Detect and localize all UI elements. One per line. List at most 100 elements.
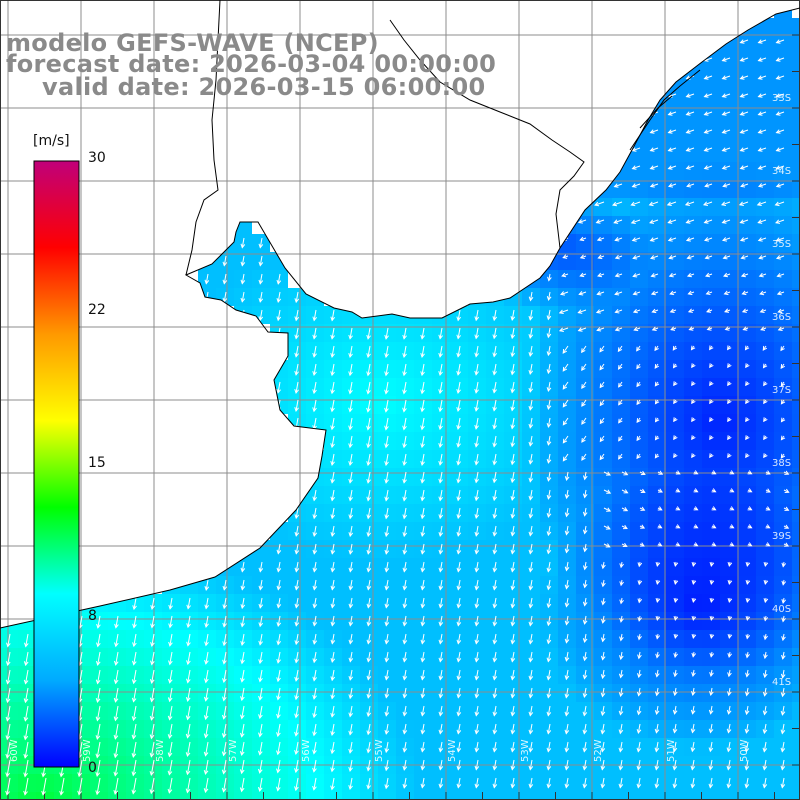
wind-cell [648, 270, 666, 288]
wind-arrow [258, 705, 263, 720]
wind-cell [720, 288, 738, 306]
wind-arrow [579, 254, 587, 259]
wind-arrow [258, 669, 263, 683]
wind-arrow [510, 705, 516, 717]
wind-cell [612, 180, 630, 198]
wind-arrow [690, 759, 696, 771]
wind-arrow [691, 633, 697, 639]
wind-cell [576, 306, 594, 324]
wind-arrow [618, 705, 624, 716]
wind-arrow [384, 507, 390, 520]
wind-arrow [691, 561, 697, 567]
wind-arrow [763, 381, 768, 387]
wind-cell [522, 792, 540, 800]
wind-arrow [672, 345, 678, 351]
wind-arrow [564, 669, 570, 681]
wind-cell [756, 144, 774, 162]
wind-arrow [366, 327, 371, 340]
wind-arrow [420, 723, 426, 735]
wind-cell [738, 450, 756, 468]
wind-arrow [113, 759, 119, 777]
wind-arrow [763, 579, 769, 585]
wind-arrow [649, 183, 659, 188]
wind-arrow [775, 57, 785, 62]
wind-arrow [637, 597, 643, 604]
wind-arrow [149, 741, 155, 758]
wind-arrow [618, 651, 624, 661]
wind-cell [792, 270, 800, 288]
wind-cell [666, 378, 684, 396]
wind-arrow [745, 579, 751, 585]
wind-cell [738, 324, 756, 342]
wind-arrow [474, 651, 480, 663]
wind-arrow [294, 291, 300, 304]
wind-arrow [312, 525, 318, 537]
wind-cell [756, 270, 774, 288]
wind-cell [720, 504, 738, 522]
wind-arrow [582, 723, 588, 735]
wind-arrow [726, 741, 732, 753]
wind-cell [702, 162, 720, 180]
wind-arrow [330, 777, 335, 791]
wind-arrow [23, 777, 29, 796]
wind-arrow [276, 723, 281, 738]
wind-arrow [727, 669, 732, 678]
lon-label: 58W [155, 739, 166, 762]
wind-cell [648, 792, 666, 800]
wind-arrow [95, 759, 101, 777]
wind-arrow [618, 381, 623, 388]
wind-arrow [528, 507, 534, 519]
wind-cell [0, 792, 18, 800]
wind-arrow [420, 381, 425, 395]
wind-arrow [632, 273, 641, 278]
wind-arrow [685, 219, 695, 224]
wind-arrow [113, 741, 119, 759]
wind-arrow [673, 579, 679, 585]
wind-arrow [654, 453, 660, 459]
wind-arrow [384, 579, 390, 591]
lat-label: 39S [772, 531, 792, 542]
wind-arrow [420, 327, 425, 340]
wind-arrow [711, 470, 717, 475]
wind-cell [774, 252, 792, 270]
wind-arrow [474, 741, 480, 753]
wind-arrow [672, 687, 678, 697]
wind-arrow [528, 525, 534, 537]
wind-arrow [711, 524, 717, 529]
wind-arrow [687, 290, 695, 296]
wind-arrow [276, 615, 282, 628]
wind-arrow [492, 525, 498, 537]
wind-arrow [528, 435, 534, 447]
wind-arrow [726, 723, 732, 734]
wind-arrow [438, 777, 444, 789]
wind-cell [756, 180, 774, 198]
wind-arrow [510, 327, 516, 340]
wind-cell [198, 792, 216, 800]
wind-arrow [709, 669, 714, 677]
wind-arrow [739, 219, 749, 224]
wind-arrow [492, 327, 498, 340]
wind-arrow [348, 705, 354, 718]
wind-arrow [420, 777, 426, 789]
wind-arrow [240, 597, 246, 610]
wind-cell [738, 234, 756, 252]
wind-arrow [456, 759, 462, 771]
wind-arrow [684, 201, 695, 206]
wind-cell [792, 576, 800, 594]
wind-arrow [492, 417, 497, 430]
wind-arrow [276, 669, 281, 683]
wind-arrow [185, 687, 191, 702]
wind-arrow [438, 687, 444, 699]
wind-arrow [546, 471, 552, 482]
wind-arrow [721, 129, 731, 134]
wind-cell [594, 288, 612, 306]
wind-arrow [276, 705, 281, 719]
wind-arrow [577, 219, 587, 224]
wind-arrow [366, 579, 372, 591]
wind-cell [756, 450, 774, 468]
wind-arrow [582, 561, 588, 571]
wind-cell [720, 144, 738, 162]
wind-arrow [384, 777, 390, 790]
wind-arrow [691, 381, 696, 387]
wind-arrow [312, 687, 317, 700]
